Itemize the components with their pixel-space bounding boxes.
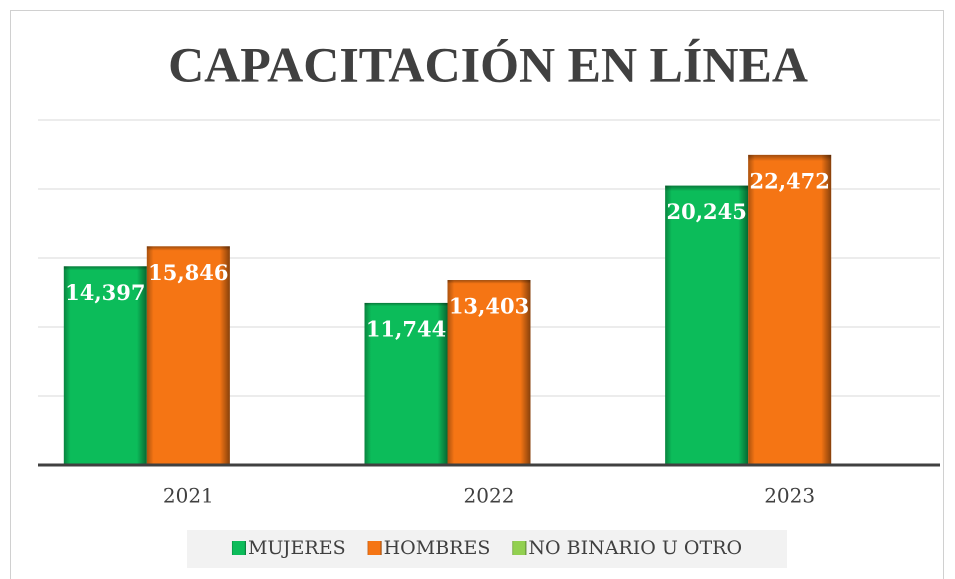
- bar-shade: [364, 302, 448, 465]
- x-tick-label: 2023: [764, 484, 815, 508]
- legend-swatch-shade: [367, 541, 382, 555]
- legend: MUJERES HOMBRES NO BINARIO U OTRO: [231, 537, 742, 559]
- data-label: 20,245: [666, 199, 746, 224]
- chart-title: CAPACITACIÓN EN LÍNEA: [168, 36, 808, 92]
- bar-shade: [146, 246, 230, 465]
- legend-label: MUJERES: [248, 537, 346, 559]
- legend-box: [187, 530, 787, 568]
- x-tick-label: 2021: [163, 484, 214, 508]
- bar-shade: [748, 154, 832, 465]
- bar-shade: [63, 266, 147, 465]
- bar-shade: [665, 185, 749, 465]
- legend-swatch-shade: [512, 541, 527, 555]
- data-label: 15,846: [148, 260, 228, 285]
- legend-label: NO BINARIO U OTRO: [528, 537, 742, 559]
- legend-item: MUJERES: [231, 537, 346, 559]
- legend-label: HOMBRES: [384, 537, 491, 559]
- data-label: 22,472: [749, 168, 829, 193]
- data-label: 13,403: [449, 294, 529, 319]
- legend-swatch-shade: [231, 541, 246, 555]
- data-label: 11,744: [366, 316, 446, 341]
- bar-shade: [447, 280, 531, 465]
- legend-item: HOMBRES: [367, 537, 491, 559]
- x-tick-label: 2022: [464, 484, 515, 508]
- legend-item: NO BINARIO U OTRO: [512, 537, 742, 559]
- data-label: 14,397: [65, 280, 145, 305]
